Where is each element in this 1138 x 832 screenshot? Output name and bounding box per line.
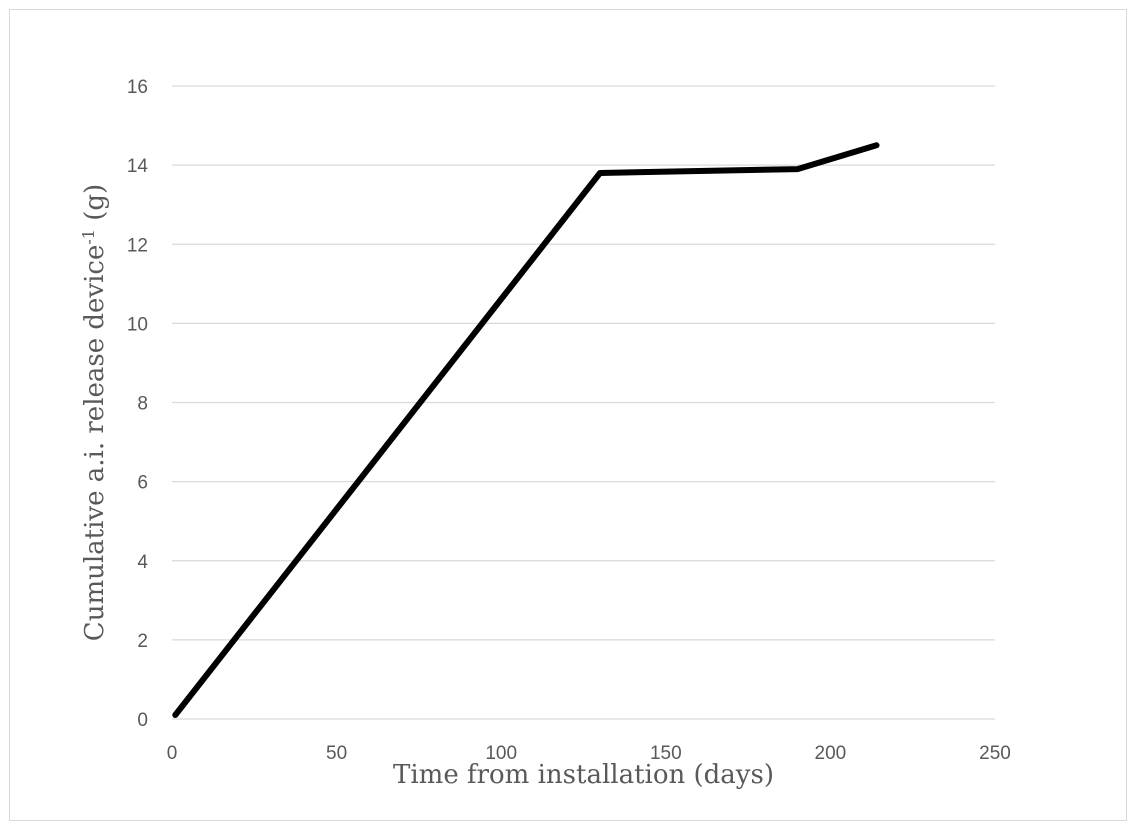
y-tick-label: 12 — [127, 235, 148, 256]
x-tick-label: 250 — [979, 743, 1011, 764]
x-tick-label: 150 — [650, 743, 682, 764]
x-tick-label: 0 — [167, 743, 178, 764]
y-tick-labels: 0 2 4 6 8 10 12 14 16 — [127, 77, 149, 731]
y-tick-label: 0 — [137, 710, 148, 731]
y-axis-title-superscript: -1 — [79, 229, 98, 245]
gridlines — [172, 85, 995, 641]
y-tick-label: 6 — [137, 473, 148, 494]
y-axis-title-main: Cumulative a.i. release device — [80, 245, 110, 642]
x-tick-label: 200 — [815, 743, 847, 764]
series-line-1 — [172, 142, 880, 718]
y-axis-title: Cumulative a.i. release device-1 (g) — [79, 184, 111, 641]
y-tick-label: 4 — [137, 552, 148, 573]
y-axis-title-unit: (g) — [80, 184, 110, 229]
x-tick-label: 50 — [326, 743, 347, 764]
x-tick-labels: 0 50 100 150 200 250 — [167, 743, 1011, 764]
y-tick-label: 2 — [137, 631, 148, 652]
x-axis-title: Time from installation (days) — [393, 760, 774, 790]
y-tick-label: 8 — [137, 394, 148, 415]
x-tick-label: 100 — [485, 743, 517, 764]
y-tick-label: 10 — [127, 314, 148, 335]
series-layer — [172, 142, 880, 718]
y-tick-label: 16 — [127, 77, 148, 98]
y-tick-label: 14 — [127, 156, 149, 177]
